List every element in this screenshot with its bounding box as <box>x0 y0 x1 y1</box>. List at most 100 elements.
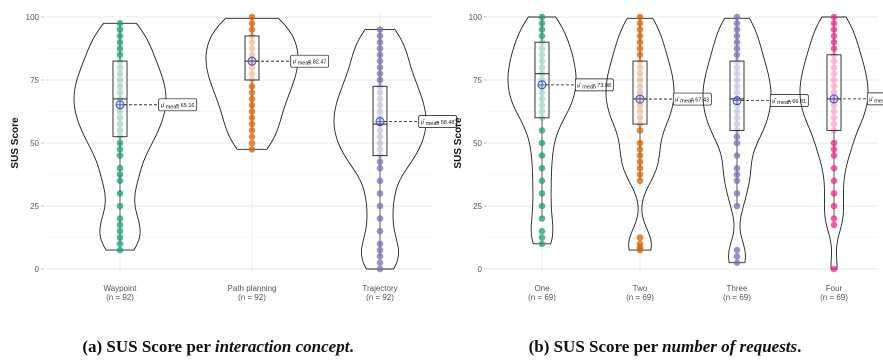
data-point <box>538 13 546 21</box>
data-point <box>733 38 741 46</box>
violin-outline <box>333 29 427 270</box>
data-point <box>538 164 546 172</box>
data-point <box>116 20 124 27</box>
iqr-box <box>372 85 388 157</box>
data-point <box>538 32 546 40</box>
violin-outline <box>799 16 869 270</box>
data-point <box>248 89 256 96</box>
data-point <box>376 202 384 210</box>
mean-label-box <box>290 54 330 68</box>
data-point <box>376 227 384 235</box>
data-point <box>830 177 838 185</box>
data-point <box>538 152 546 159</box>
data-point <box>830 202 838 210</box>
data-point <box>248 108 256 115</box>
x-tick-label: Two <box>633 284 648 293</box>
data-point <box>538 108 546 115</box>
data-point <box>116 139 124 147</box>
data-point <box>636 158 644 166</box>
data-point <box>376 26 384 33</box>
mean-value: 67.43 <box>695 97 709 103</box>
data-point <box>830 221 838 229</box>
mean-subscript: mean <box>426 121 440 127</box>
mean-label-box <box>418 115 458 128</box>
data-point <box>538 76 546 84</box>
data-point <box>376 32 384 40</box>
data-point <box>636 152 644 159</box>
data-point <box>116 234 124 241</box>
iqr-box <box>826 54 842 131</box>
data-point <box>376 95 384 103</box>
mean-equals: = <box>308 59 311 65</box>
data-point <box>733 45 741 52</box>
mean-subscript: mean <box>298 61 312 67</box>
data-point <box>538 215 546 222</box>
data-point <box>116 190 124 197</box>
figure-caption: (b) SUS Score per number of requests. <box>529 337 802 356</box>
data-point <box>248 13 256 21</box>
data-point <box>636 83 644 90</box>
y-tick-label: 25 <box>473 202 482 211</box>
data-point <box>248 146 256 153</box>
data-point <box>248 95 256 103</box>
data-point <box>538 26 546 33</box>
mean-symbol: μ̂ <box>421 120 425 126</box>
iqr-box <box>729 60 745 131</box>
data-point <box>733 108 741 115</box>
data-point <box>636 45 644 52</box>
data-point <box>538 139 546 147</box>
data-point <box>733 171 741 178</box>
data-point <box>830 13 838 21</box>
mean-value: 73.08 <box>597 83 611 89</box>
x-tick-n-label: (n = 92) <box>106 293 134 302</box>
data-point <box>733 177 741 185</box>
data-point <box>248 51 256 59</box>
data-point <box>538 64 546 71</box>
x-tick-n-label: (n = 92) <box>238 293 266 302</box>
data-point <box>733 70 741 77</box>
data-point <box>116 221 124 229</box>
mean-equals: = <box>592 83 595 89</box>
data-point <box>830 108 838 115</box>
mean-value: 58.48 <box>441 120 455 126</box>
data-point <box>636 139 644 147</box>
data-point <box>538 177 546 185</box>
y-tick-label: 25 <box>30 202 39 211</box>
data-point <box>376 158 384 166</box>
data-point <box>733 164 741 172</box>
data-point <box>830 20 838 27</box>
data-point <box>248 127 256 134</box>
data-point <box>636 234 644 241</box>
data-point <box>733 20 741 27</box>
mean-subscript: mean <box>166 104 180 110</box>
y-axis-label: SUS Score <box>453 117 464 169</box>
caption-prefix: (a) SUS Score per <box>82 337 215 356</box>
mean-equals: = <box>176 103 179 109</box>
data-point <box>248 45 256 52</box>
data-point <box>636 13 644 21</box>
data-point <box>636 127 644 134</box>
caption-prefix: (b) SUS Score per <box>529 337 663 356</box>
violin-outline <box>702 17 772 264</box>
data-point <box>636 76 644 84</box>
data-point <box>636 89 644 96</box>
data-point <box>538 95 546 103</box>
data-point <box>636 20 644 27</box>
mean-equals: = <box>690 97 693 103</box>
data-point <box>248 70 256 77</box>
mean-equals: = <box>436 120 439 126</box>
data-point <box>733 120 741 128</box>
data-point <box>636 32 644 40</box>
data-point <box>830 64 838 71</box>
data-point <box>733 89 741 96</box>
mean-value: 82.47 <box>313 59 327 65</box>
data-point <box>376 108 384 115</box>
x-tick-label: One <box>534 284 550 293</box>
data-point <box>636 108 644 115</box>
mean-label-box <box>672 92 712 106</box>
data-point <box>538 190 546 197</box>
mean-subscript: mean <box>680 99 694 105</box>
data-point <box>248 20 256 27</box>
data-point <box>538 101 546 109</box>
data-point <box>830 70 838 77</box>
